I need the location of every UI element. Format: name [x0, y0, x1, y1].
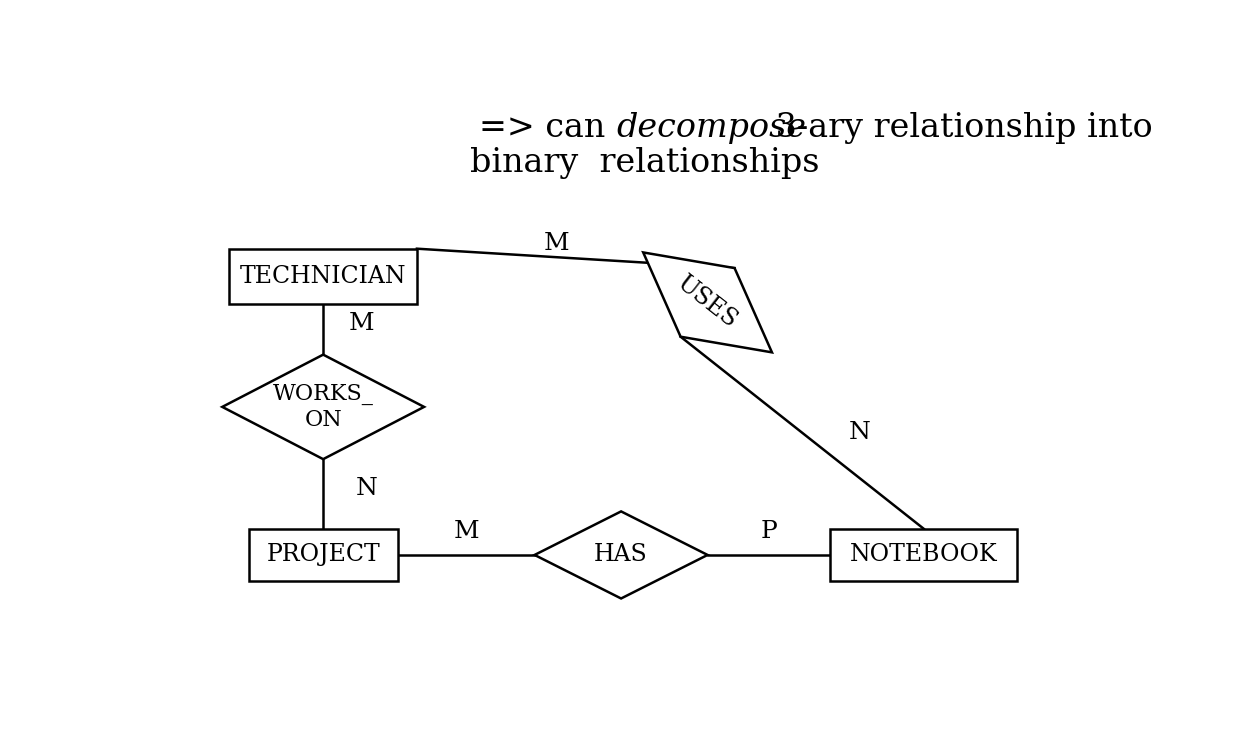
Text: TECHNICIAN: TECHNICIAN	[239, 265, 407, 288]
Text: M: M	[454, 520, 479, 543]
Text: N: N	[356, 477, 377, 500]
Text: NOTEBOOK: NOTEBOOK	[849, 544, 998, 566]
Text: N: N	[849, 421, 870, 444]
Text: 3-ary relationship into: 3-ary relationship into	[765, 112, 1153, 144]
Text: => can: => can	[480, 112, 616, 144]
Text: M: M	[543, 232, 569, 256]
Text: USES: USES	[673, 272, 742, 333]
Text: WORKS_
ON: WORKS_ ON	[273, 383, 373, 431]
Text: decompose: decompose	[616, 112, 806, 144]
Text: HAS: HAS	[594, 544, 649, 566]
FancyBboxPatch shape	[229, 249, 417, 304]
FancyBboxPatch shape	[830, 529, 1018, 581]
Text: P: P	[760, 520, 777, 543]
Text: PROJECT: PROJECT	[267, 544, 379, 566]
Text: M: M	[348, 312, 374, 335]
FancyBboxPatch shape	[249, 529, 398, 581]
Text: binary  relationships: binary relationships	[470, 147, 820, 179]
Polygon shape	[534, 511, 708, 599]
Polygon shape	[644, 253, 773, 352]
Polygon shape	[222, 354, 424, 459]
